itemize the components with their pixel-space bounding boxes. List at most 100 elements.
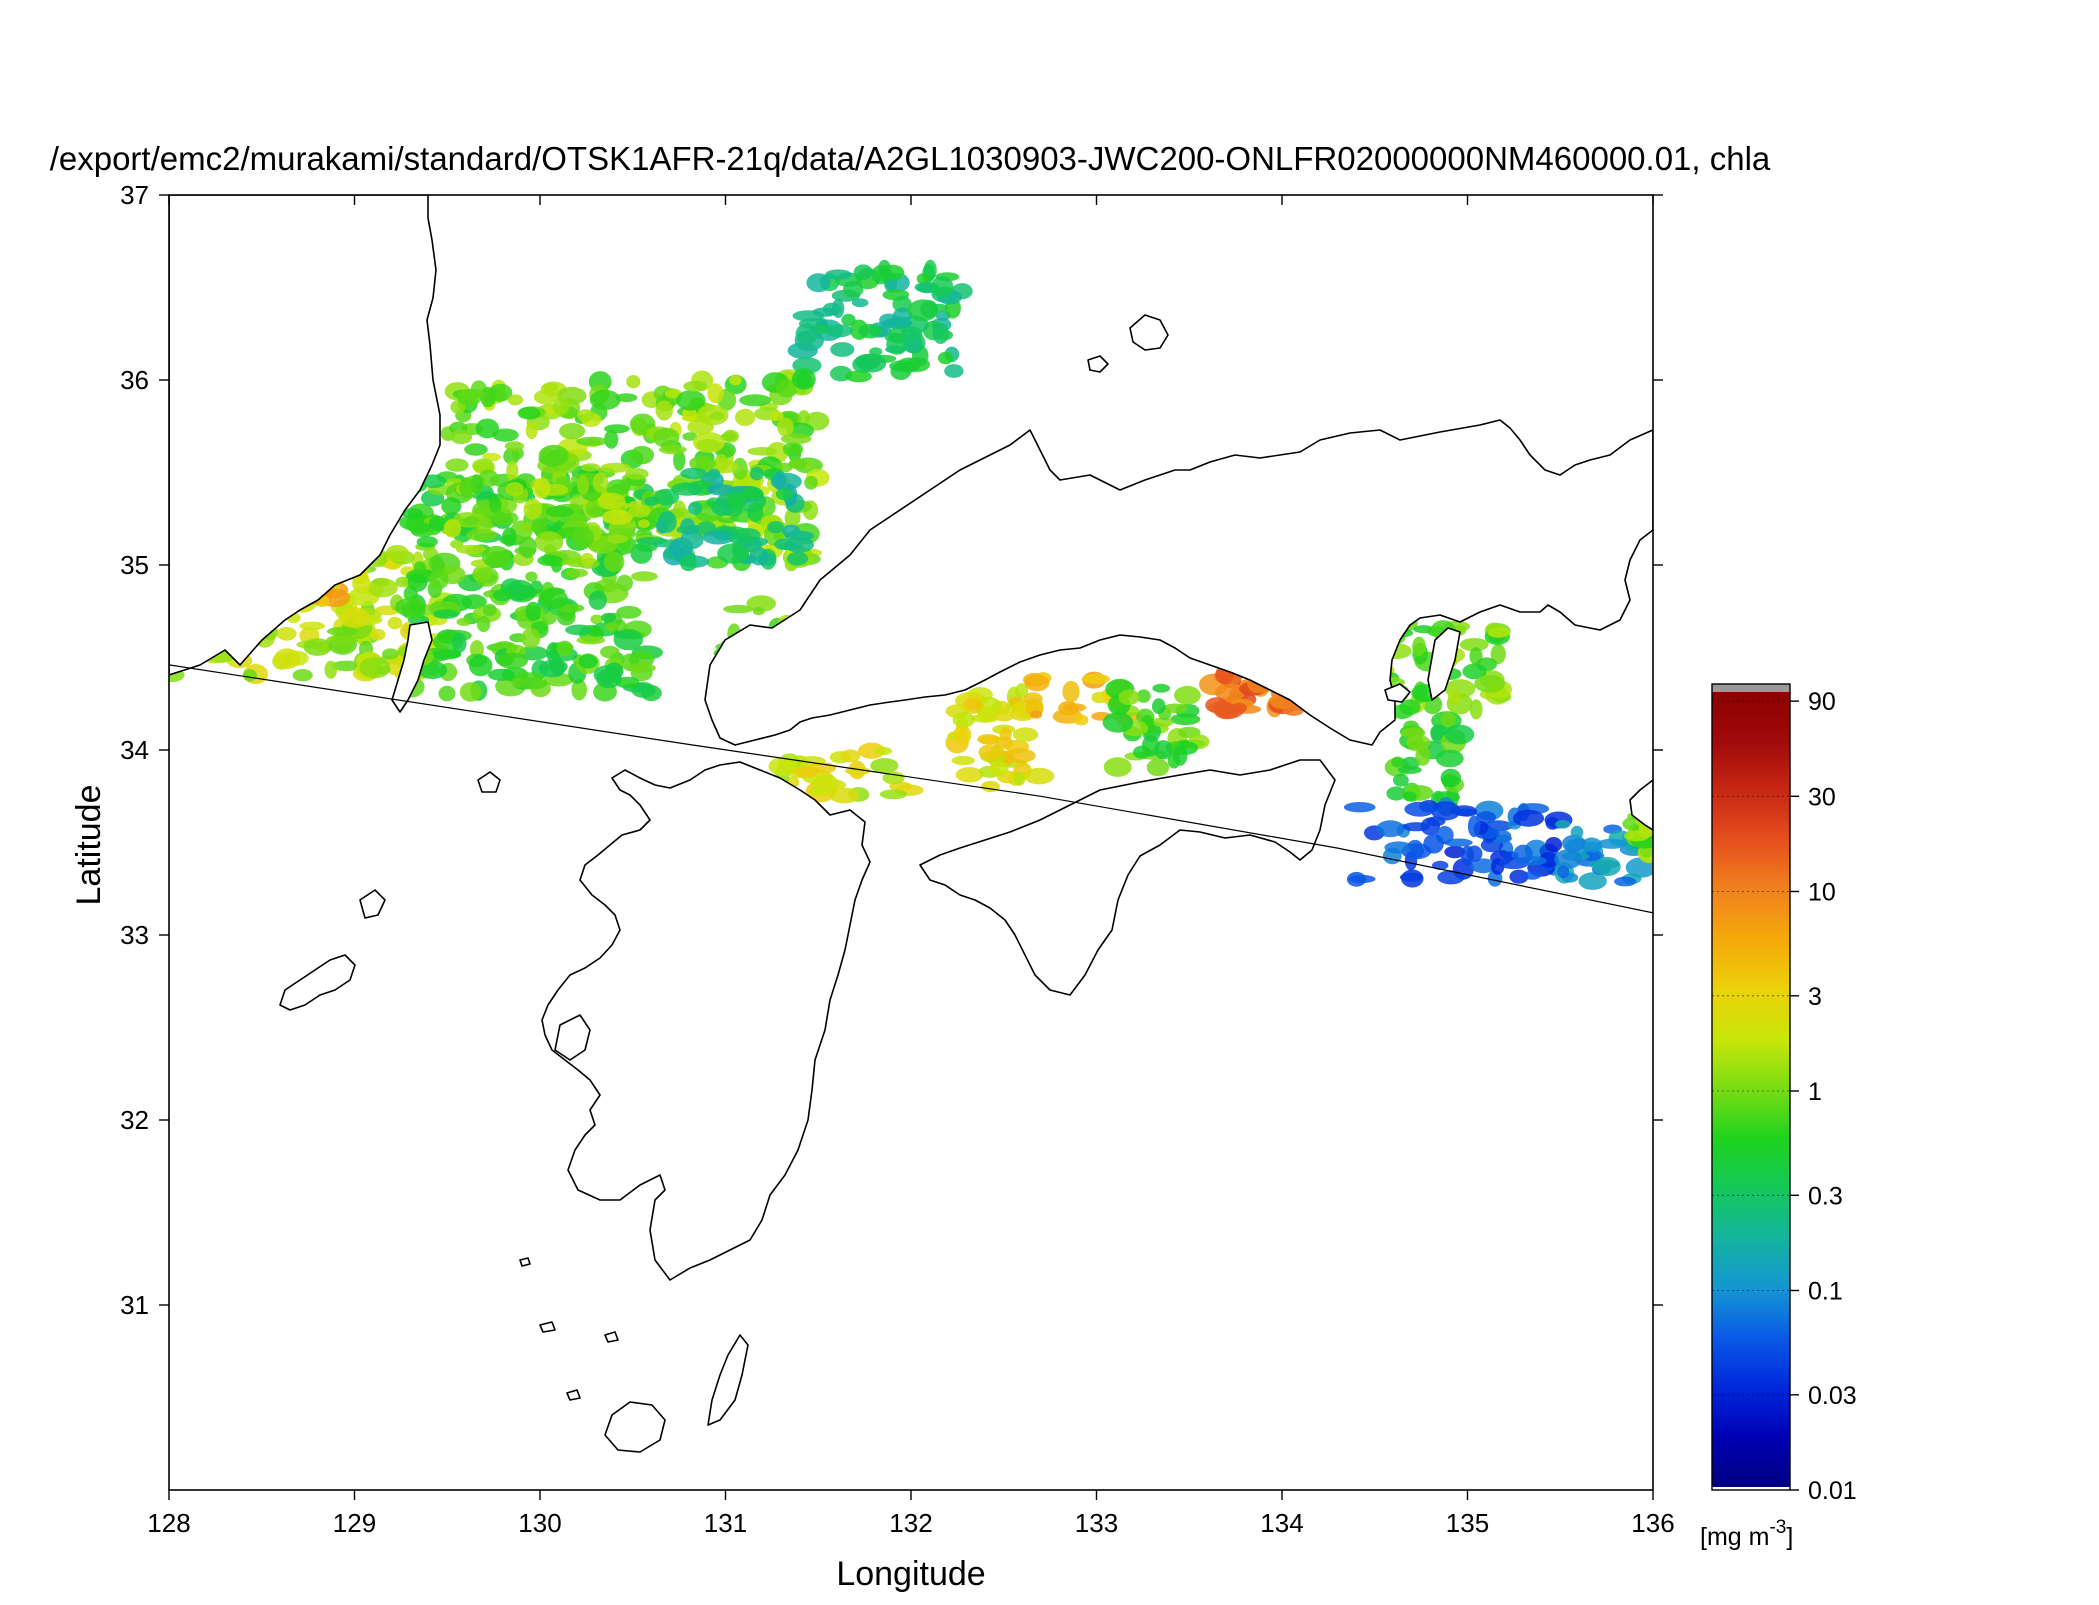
data-cell xyxy=(1133,745,1151,759)
data-cell xyxy=(489,496,502,513)
data-cell xyxy=(592,472,609,493)
data-cell xyxy=(630,542,653,564)
data-cell xyxy=(303,638,332,656)
data-cell xyxy=(538,444,569,467)
data-cell xyxy=(605,479,631,496)
colorbar-over-range xyxy=(1712,684,1790,692)
data-cell xyxy=(777,417,794,437)
data-cell xyxy=(556,640,573,657)
data-cell xyxy=(420,474,447,489)
data-cell xyxy=(596,669,622,689)
data-cell xyxy=(403,585,418,602)
data-cell xyxy=(299,621,326,631)
data-cell xyxy=(767,521,785,534)
data-cell xyxy=(1441,774,1458,788)
data-cell xyxy=(723,604,754,614)
data-cell xyxy=(478,469,499,487)
data-cell xyxy=(413,561,426,575)
data-cell xyxy=(741,487,764,500)
data-cell xyxy=(1172,744,1188,766)
data-cell xyxy=(545,505,574,518)
data-cell xyxy=(600,462,631,473)
data-cell xyxy=(1081,673,1111,685)
data-cell xyxy=(1152,717,1173,728)
data-cell xyxy=(1023,692,1043,707)
data-cell xyxy=(1023,767,1055,785)
data-cell xyxy=(565,624,593,636)
data-cell xyxy=(625,468,649,480)
data-cell xyxy=(787,551,809,566)
data-cell xyxy=(630,445,655,465)
data-cell xyxy=(538,588,568,610)
colorbar-unit: [mg m-3] xyxy=(1700,1517,1793,1551)
data-cell xyxy=(746,595,776,612)
data-cell xyxy=(680,530,704,550)
data-cell xyxy=(882,771,905,785)
data-cell xyxy=(930,276,954,298)
data-cell xyxy=(613,628,644,651)
data-cell xyxy=(1403,791,1417,802)
data-cell xyxy=(576,436,608,446)
data-cell xyxy=(652,427,680,448)
data-cell xyxy=(893,307,913,323)
data-cell xyxy=(785,536,814,553)
data-cell xyxy=(432,649,462,660)
data-cell xyxy=(994,709,1015,722)
data-cell xyxy=(492,428,519,442)
data-cell xyxy=(1444,845,1466,859)
data-cell xyxy=(469,640,484,659)
data-cell xyxy=(1174,685,1201,705)
data-cell xyxy=(551,656,564,677)
data-cell xyxy=(1348,874,1376,884)
colorbar-tick-label: 90 xyxy=(1808,688,1836,716)
data-cell xyxy=(989,761,1009,777)
data-cell xyxy=(900,326,923,341)
data-cell xyxy=(367,578,398,598)
colorbar-gradient xyxy=(1712,692,1790,1487)
data-cell xyxy=(475,418,499,439)
data-cell xyxy=(459,477,474,499)
coastline-oki-small xyxy=(1087,355,1109,373)
data-cell xyxy=(1443,838,1473,847)
data-cell xyxy=(429,569,449,590)
data-cell xyxy=(1393,773,1409,787)
data-cell xyxy=(749,466,764,481)
coastline-honshu xyxy=(704,419,1653,746)
data-cell xyxy=(739,394,772,407)
data-cell xyxy=(1545,837,1563,853)
data-cell xyxy=(565,568,589,578)
data-cell xyxy=(977,706,998,723)
data-cell xyxy=(589,389,621,410)
coastline-islet-3 xyxy=(604,1331,619,1343)
data-cell xyxy=(1399,872,1423,882)
data-cell xyxy=(907,299,939,322)
data-cell xyxy=(797,410,811,426)
data-cell xyxy=(657,511,677,533)
data-cell xyxy=(1136,689,1151,703)
data-cell xyxy=(464,443,488,456)
data-cell xyxy=(955,767,984,783)
data-cell xyxy=(1444,724,1475,745)
data-cell xyxy=(784,508,801,528)
data-cell xyxy=(1435,749,1464,768)
data-cell xyxy=(853,264,873,281)
data-cell xyxy=(1118,689,1140,705)
data-cell xyxy=(531,518,548,535)
data-cell xyxy=(832,298,845,319)
data-cell xyxy=(450,429,473,445)
data-cell xyxy=(977,734,1000,745)
data-cell xyxy=(717,543,750,564)
data-cell xyxy=(768,756,798,776)
data-cell xyxy=(606,534,629,544)
y-tick-label: 36 xyxy=(120,365,149,395)
data-cell xyxy=(505,482,524,497)
data-cell xyxy=(387,616,403,630)
coastline-tanegashima xyxy=(707,1334,749,1426)
data-cell xyxy=(664,388,683,399)
data-cell xyxy=(441,497,462,515)
data-cell xyxy=(541,610,557,625)
x-tick-label: 129 xyxy=(333,1508,376,1538)
data-cell xyxy=(468,654,493,677)
data-cell xyxy=(1152,683,1170,693)
data-cell xyxy=(443,519,462,538)
